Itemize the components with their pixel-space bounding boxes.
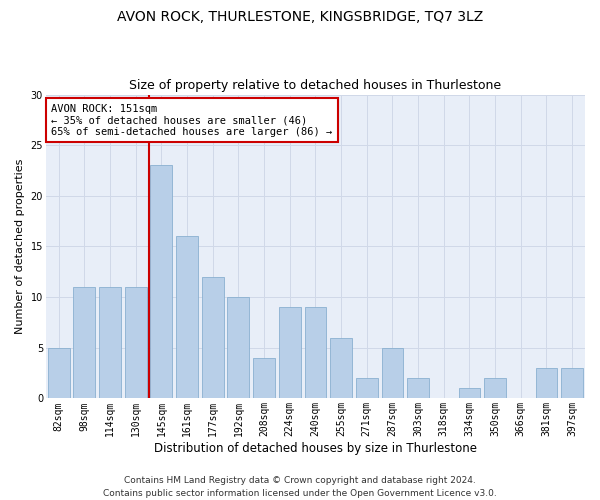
Bar xyxy=(125,287,146,399)
Bar xyxy=(202,277,224,398)
Text: Contains HM Land Registry data © Crown copyright and database right 2024.
Contai: Contains HM Land Registry data © Crown c… xyxy=(103,476,497,498)
Y-axis label: Number of detached properties: Number of detached properties xyxy=(15,159,25,334)
Title: Size of property relative to detached houses in Thurlestone: Size of property relative to detached ho… xyxy=(130,79,502,92)
Bar xyxy=(407,378,429,398)
Bar xyxy=(227,297,250,398)
Text: AVON ROCK: 151sqm
← 35% of detached houses are smaller (46)
65% of semi-detached: AVON ROCK: 151sqm ← 35% of detached hous… xyxy=(51,104,332,137)
Bar xyxy=(561,368,583,398)
Bar xyxy=(356,378,377,398)
Bar xyxy=(330,338,352,398)
X-axis label: Distribution of detached houses by size in Thurlestone: Distribution of detached houses by size … xyxy=(154,442,477,455)
Bar xyxy=(151,166,172,398)
Bar xyxy=(48,348,70,399)
Bar xyxy=(73,287,95,399)
Bar xyxy=(305,308,326,398)
Bar xyxy=(484,378,506,398)
Bar xyxy=(99,287,121,399)
Bar xyxy=(536,368,557,398)
Text: AVON ROCK, THURLESTONE, KINGSBRIDGE, TQ7 3LZ: AVON ROCK, THURLESTONE, KINGSBRIDGE, TQ7… xyxy=(117,10,483,24)
Bar xyxy=(279,308,301,398)
Bar xyxy=(382,348,403,399)
Bar xyxy=(176,236,198,398)
Bar xyxy=(253,358,275,399)
Bar xyxy=(458,388,481,398)
